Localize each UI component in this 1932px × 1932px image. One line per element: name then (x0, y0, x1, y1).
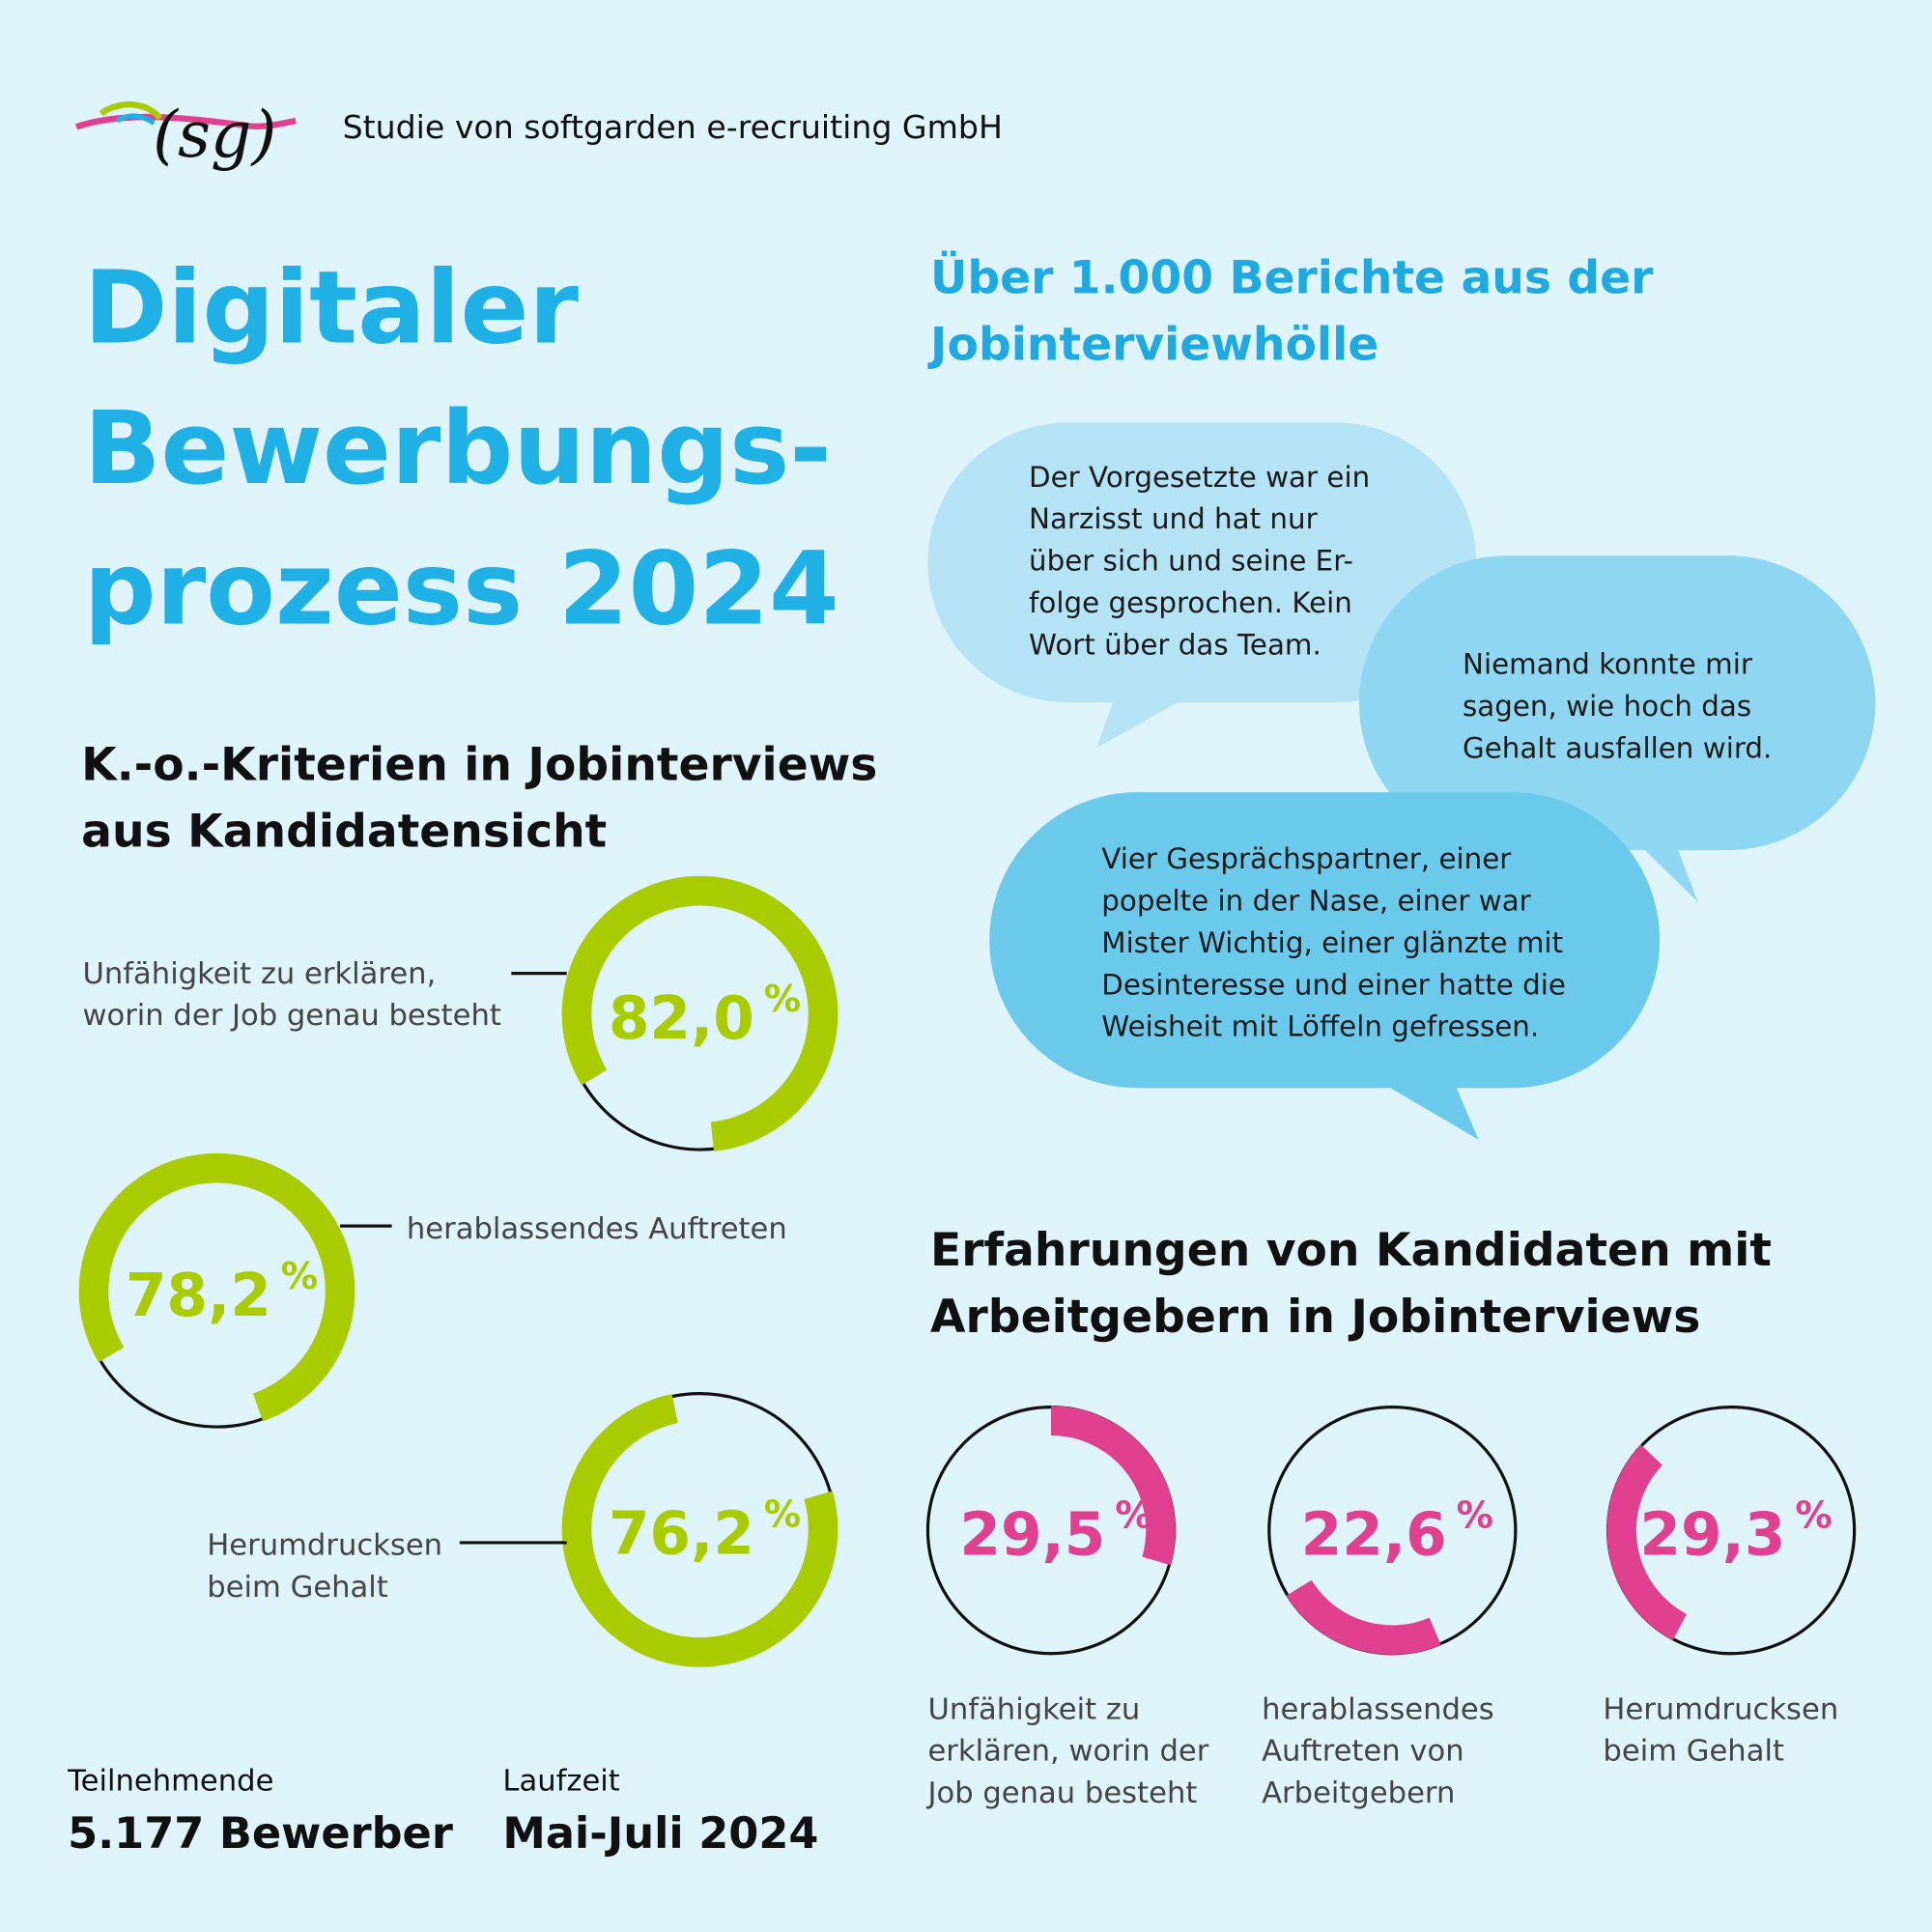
logo: (sg) (75, 97, 297, 172)
fact-value: 5.177 Bewerber (68, 1808, 453, 1859)
donut-unit: % (1115, 1494, 1151, 1538)
quote-line: Niemand konnte mir (1463, 648, 1753, 681)
donut-unit: % (281, 1255, 318, 1298)
logo-swoosh (99, 100, 163, 121)
quote-line: sagen, wie hoch das (1463, 690, 1751, 723)
donut-value: 76,2 (609, 1499, 754, 1568)
donut-unit: % (1795, 1494, 1832, 1538)
logo-swoosh (75, 113, 297, 130)
main-title: Bewerbungs- (84, 389, 832, 507)
item-label: erklären, worin der (927, 1735, 1208, 1769)
reports-heading: Jobinterviewhölle (927, 318, 1378, 371)
reports-heading: Über 1.000 Berichte aus der (930, 250, 1654, 305)
fact-label: Laufzeit (502, 1764, 619, 1798)
item-label: herablassendes Auftreten (407, 1212, 787, 1246)
speech-bubble (989, 792, 1661, 1089)
donut-value: 82,0 (609, 984, 754, 1053)
experiences-heading: Arbeitgebern in Jobinterviews (930, 1291, 1700, 1344)
main-title: Digitaler (84, 249, 580, 367)
fact-value: Mai-Juli 2024 (502, 1808, 818, 1859)
quote-line: Der Vorgesetzte war ein (1029, 461, 1370, 494)
speech-bubble (927, 422, 1477, 703)
quote-line: Wort über das Team. (1029, 628, 1321, 661)
donut-arc (1606, 1444, 1688, 1640)
item-label: Unfähigkeit zu erklären, (82, 957, 436, 991)
donut-arc (1050, 1406, 1176, 1566)
credit: Studie von softgarden e-recruiting GmbH (343, 108, 1003, 146)
item-label: worin der Job genau besteht (82, 999, 500, 1033)
quote-line: folge gesprochen. Kein (1029, 586, 1352, 619)
bubble-tail (1096, 696, 1189, 749)
experiences-heading: Erfahrungen von Kandidaten mit (930, 1224, 1772, 1277)
quote-line: Narzisst und hat nur (1029, 502, 1319, 535)
donut-arc (561, 1394, 838, 1667)
quote-line: Mister Wichtig, einer glänzte mit (1101, 926, 1563, 959)
donut-unit: % (764, 978, 801, 1021)
donut-value: 22,6 (1301, 1501, 1447, 1570)
ko-heading: K.-o.-Kriterien in Jobinterviews (81, 738, 877, 791)
speech-bubble (1358, 555, 1876, 851)
ko-heading: aus Kandidatensicht (81, 805, 607, 858)
item-label: beim Gehalt (207, 1571, 388, 1605)
donut-value: 29,5 (959, 1501, 1105, 1570)
item-label: Unfähigkeit zu (927, 1692, 1140, 1726)
donut-unit: % (1457, 1494, 1493, 1538)
fact-label: Teilnehmende (67, 1764, 273, 1798)
donut-value: 78,2 (126, 1262, 271, 1330)
quote-line: Vier Gesprächspartner, einer (1101, 842, 1512, 875)
donut-arc (1286, 1579, 1441, 1655)
quote-line: über sich und seine Er- (1029, 545, 1353, 578)
item-label: Herumdrucksen (1603, 1692, 1838, 1726)
quote-line: Desinteresse und einer hatte die (1101, 968, 1566, 1001)
donut-arc (78, 1152, 355, 1422)
quote-line: Gehalt ausfallen wird. (1463, 731, 1772, 764)
donut-value: 29,3 (1639, 1501, 1785, 1570)
item-label: Auftreten von (1262, 1735, 1464, 1769)
item-label: Arbeitgebern (1262, 1776, 1455, 1810)
logo-swoosh (115, 113, 156, 126)
item-label: Job genau besteht (925, 1776, 1197, 1810)
donut-unit: % (764, 1492, 801, 1536)
bubble-tail (1638, 843, 1698, 902)
item-label: herablassendes (1262, 1692, 1494, 1726)
main-title: prozess 2024 (84, 529, 839, 647)
logo-text: (sg) (153, 97, 276, 172)
item-label: beim Gehalt (1603, 1735, 1784, 1769)
donut-arc (561, 875, 838, 1151)
quote-line: Weisheit mit Löffeln gefressen. (1101, 1010, 1539, 1043)
quote-line: popelte in der Nase, einer war (1101, 885, 1531, 918)
item-label: Herumdrucksen (207, 1529, 442, 1563)
